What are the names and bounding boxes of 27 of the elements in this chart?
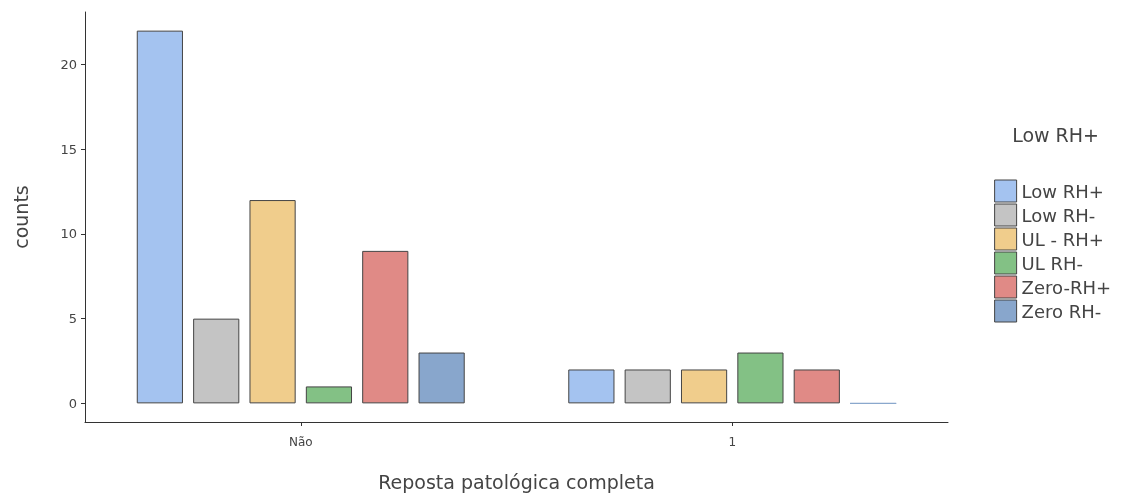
- legend-label: Zero-RH+: [1021, 276, 1112, 298]
- x-tick-label: Não: [288, 435, 313, 449]
- bar: [249, 200, 296, 404]
- bar: [568, 369, 615, 404]
- bar: [305, 386, 353, 404]
- bar: [680, 369, 728, 404]
- y-tick-label: 20: [60, 57, 77, 73]
- bar: [193, 318, 240, 404]
- legend-label: Low RH-: [1021, 204, 1096, 226]
- y-tick-label: 5: [68, 311, 77, 327]
- bar: [418, 352, 465, 404]
- bar: [624, 369, 671, 404]
- bar: [136, 30, 183, 404]
- x-axis-title: Reposta patológica completa: [378, 470, 655, 493]
- y-tick-label: 0: [68, 395, 77, 411]
- bar: [362, 250, 409, 404]
- legend-label: UL - RH+: [1021, 228, 1104, 250]
- legend-label: Low RH+: [1021, 180, 1104, 202]
- legend-label: Zero RH-: [1021, 300, 1102, 322]
- legend-label: UL RH-: [1021, 252, 1084, 274]
- bar: [737, 352, 784, 404]
- y-tick-label: 15: [60, 141, 77, 157]
- x-tick-label: 1: [728, 435, 737, 449]
- y-axis-title: counts: [9, 185, 32, 249]
- bar: [793, 369, 840, 404]
- y-tick-label: 10: [60, 226, 77, 242]
- legend-title: Low RH+: [1012, 123, 1100, 146]
